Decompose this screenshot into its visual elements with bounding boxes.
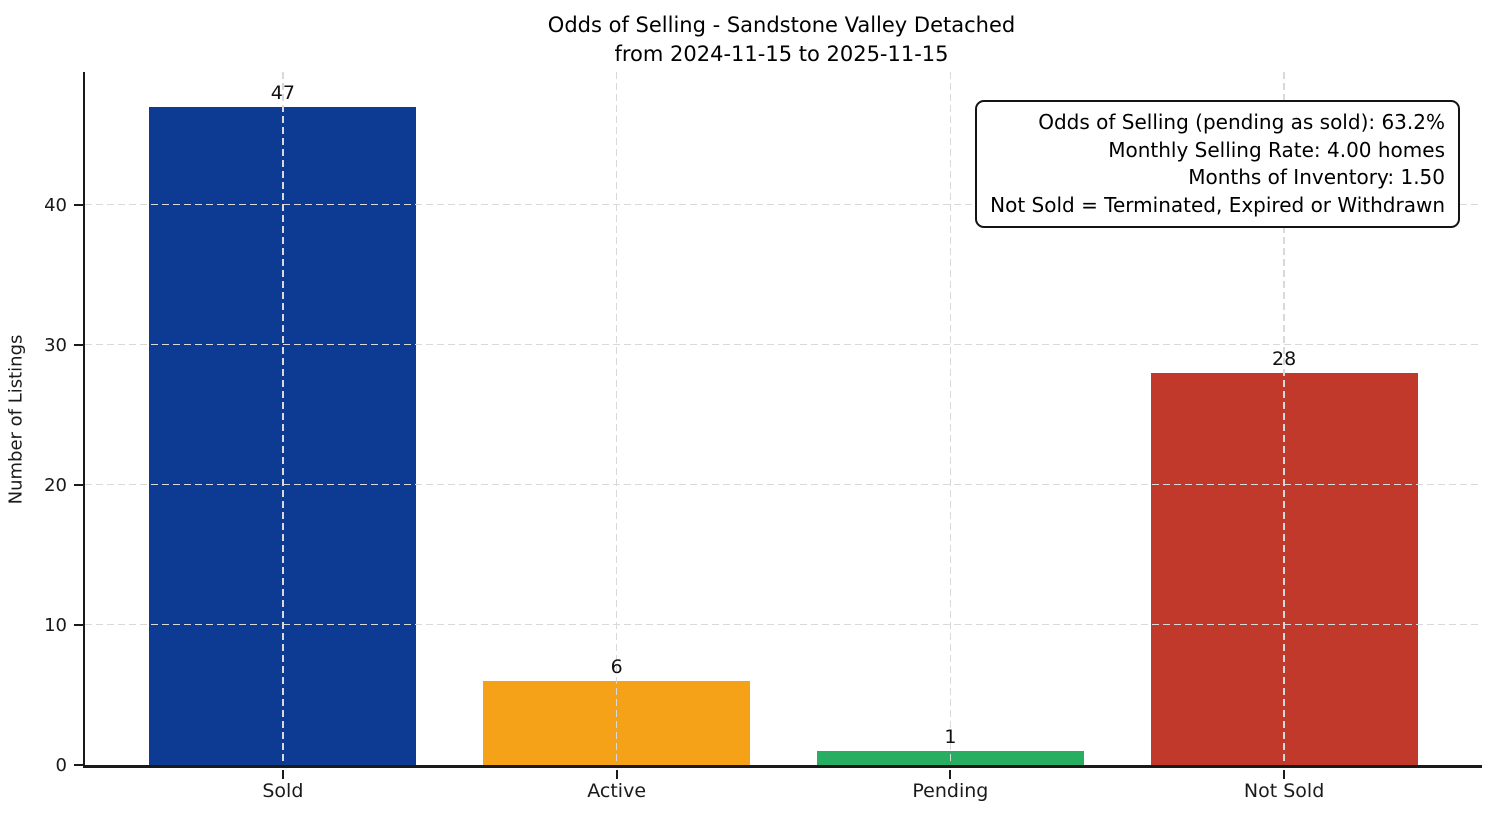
chart-title: Odds of Selling - Sandstone Valley Detac…: [547, 13, 1016, 37]
x-tick-mark-0: [281, 770, 284, 779]
y-tick-label: 40: [44, 195, 67, 216]
x-tick-mark-3: [1283, 770, 1286, 779]
x-tick-mark-1: [615, 770, 618, 779]
h-gridline-10: [85, 623, 1482, 625]
annotation-line-inventory: Months of Inventory: 1.50: [1188, 165, 1445, 189]
x-tick-label: Sold: [262, 780, 304, 802]
chart-title-block: Odds of Selling - Sandstone Valley Detac…: [83, 11, 1480, 69]
y-tick-mark-10: [73, 624, 83, 626]
y-tick-label: 10: [44, 615, 67, 636]
y-tick-label: 30: [44, 335, 67, 356]
y-tick-mark-0: [73, 764, 83, 766]
bar-value-label: 6: [610, 656, 623, 678]
bar-value-label: 1: [944, 726, 957, 748]
annotation-line-odds: Odds of Selling (pending as sold): 63.2%: [1038, 110, 1445, 134]
x-tick-label: Not Sold: [1243, 780, 1325, 802]
plot-area: 0 10 20 30 40 Sold Active Pending Not Sold 47 6 1 28: [44, 72, 1482, 802]
y-tick-label: 0: [55, 755, 67, 776]
h-gridline-20: [85, 483, 1482, 485]
x-tick-mark-2: [949, 770, 952, 779]
h-gridline-30: [85, 343, 1482, 345]
y-tick-mark-20: [73, 484, 83, 486]
y-tick-label: 20: [44, 475, 67, 496]
v-gridline-2: [949, 72, 951, 765]
y-tick-mark-30: [73, 344, 83, 346]
bar-value-label: 28: [1272, 348, 1297, 370]
v-gridline-0: [282, 72, 284, 765]
x-tick-label: Pending: [912, 780, 989, 802]
v-gridline-3: [1283, 72, 1285, 765]
bar-value-label: 47: [270, 82, 295, 104]
annotation-line-selling-rate: Monthly Selling Rate: 4.00 homes: [1108, 137, 1445, 162]
stats-annotation-box: Odds of Selling (pending as sold): 63.2%…: [975, 100, 1460, 228]
y-tick-mark-40: [73, 204, 83, 206]
chart-subtitle: from 2024-11-15 to 2025-11-15: [614, 42, 949, 66]
x-tick-label: Active: [587, 780, 647, 802]
y-axis-label: Number of Listings: [5, 334, 27, 505]
h-gridline-40: [85, 203, 1482, 205]
v-gridline-1: [615, 72, 618, 765]
annotation-line-not-sold-note: Not Sold = Terminated, Expired or Withdr…: [990, 192, 1445, 217]
